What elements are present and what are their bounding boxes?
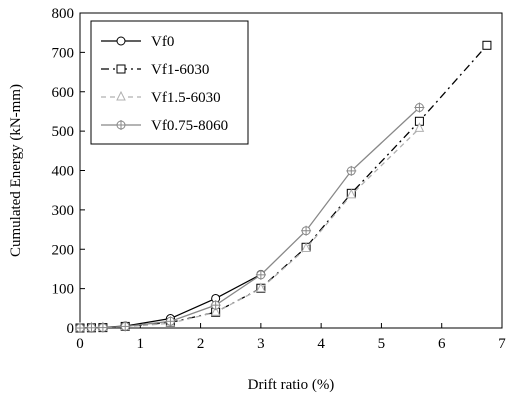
x-tick-label: 2: [197, 336, 205, 352]
series-4: [75, 102, 425, 333]
series-line: [79, 127, 420, 329]
axes: 0 1 2 3 4 5 6 7 0 100 200 300 400 500 600 700 800: [52, 6, 507, 352]
legend-label: Vf1-6030: [151, 62, 209, 78]
x-tick-label: 3: [257, 336, 265, 352]
y-tick-label: 200: [52, 242, 75, 258]
y-tick-label: 800: [52, 6, 75, 22]
x-tick-label: 4: [317, 336, 325, 352]
x-tick-label: 1: [137, 336, 145, 352]
square-marker: [482, 40, 492, 50]
y-tick-label: 100: [52, 282, 75, 298]
legend-label: Vf1.5-6030: [151, 90, 221, 106]
legend-item: Vf1-6030: [101, 62, 209, 78]
y-tick-label: 400: [52, 164, 75, 180]
crossed-circle-marker: [414, 102, 425, 113]
x-tick-label: 5: [378, 336, 386, 352]
crossed-circle-marker: [165, 316, 176, 327]
crossed-circle-marker: [346, 165, 357, 176]
crossed-circle-marker: [255, 269, 266, 280]
x-tick-label: 7: [498, 336, 506, 352]
legend-item: Vf0: [101, 34, 174, 50]
y-tick-label: 300: [52, 203, 75, 219]
series-3: [75, 122, 425, 332]
crossed-circle-marker: [120, 321, 131, 332]
triangle-marker: [256, 282, 266, 293]
legend-label: Vf0: [151, 34, 174, 50]
y-tick-label: 700: [52, 45, 75, 61]
triangle-marker: [346, 188, 357, 199]
legend-label: Vf0.75-8060: [151, 118, 228, 134]
crossed-circle-marker: [301, 225, 312, 236]
square-marker: [116, 64, 126, 74]
y-tick-label: 600: [52, 85, 75, 101]
circle-marker: [116, 36, 126, 46]
crossed-circle-marker: [75, 323, 85, 333]
y-axis-title: Cumulated Energy (kN-mm): [8, 84, 24, 257]
crossed-circle-marker: [116, 120, 126, 130]
triangle-marker: [210, 306, 221, 316]
crossed-circle-marker: [97, 322, 108, 333]
crossed-circle-marker: [210, 300, 221, 311]
crossed-circle-marker: [86, 322, 97, 333]
x-tick-label: 0: [76, 336, 84, 352]
legend: Vf0 Vf1-6030 Vf1.5-6030 Vf0.75-8060: [90, 20, 249, 145]
legend-item: Vf0.75-8060: [101, 118, 228, 134]
x-axis-title: Drift ratio (%): [248, 377, 335, 393]
y-tick-label: 0: [67, 321, 75, 337]
triangle-marker: [301, 242, 311, 252]
triangle-marker: [116, 90, 126, 101]
series-group: [75, 40, 492, 333]
series-line: [79, 107, 420, 329]
triangle-marker: [414, 122, 425, 132]
legend-item: Vf1.5-6030: [101, 90, 221, 106]
y-tick-label: 500: [52, 124, 75, 140]
x-tick-label: 6: [438, 336, 446, 352]
